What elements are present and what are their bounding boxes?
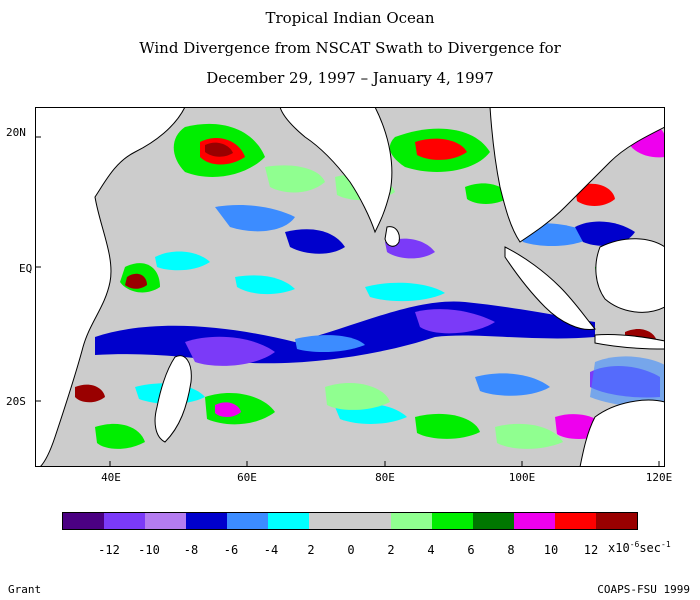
sri-lanka-land [384, 226, 400, 247]
colorbar-label: -6 [223, 543, 239, 557]
colorbar-label: 6 [467, 543, 475, 557]
colorbar-label: -8 [183, 543, 199, 557]
lon-label-120e: 120E [645, 471, 673, 484]
land-masses [35, 107, 665, 467]
colorbar-swatch [104, 513, 145, 529]
southeast-asia-land [489, 107, 665, 243]
colorbar [62, 512, 638, 530]
lon-label-60e: 60E [237, 471, 257, 484]
colorbar-label: 8 [507, 543, 515, 557]
australia-land [579, 399, 665, 467]
colorbar-swatch [555, 513, 596, 529]
borneo-land [595, 238, 665, 313]
author-credit: Grant [8, 583, 42, 596]
title-line-2: Wind Divergence from NSCAT Swath to Dive… [139, 39, 561, 57]
convergence-patches [75, 123, 665, 449]
institution-credit: COAPS-FSU 1999 [597, 583, 690, 596]
colorbar-swatch [186, 513, 227, 529]
lat-label-20n: 20N [6, 126, 26, 139]
colorbar-units: x10-6sec-1 [608, 540, 671, 555]
colorbar-label: -10 [138, 543, 160, 557]
colorbar-swatch [473, 513, 514, 529]
colorbar-label: 10 [543, 543, 559, 557]
colorbar-swatch [391, 513, 432, 529]
colorbar-swatch [309, 513, 350, 529]
java-land [594, 333, 665, 350]
colorbar-swatch [432, 513, 473, 529]
india-land [279, 107, 393, 234]
madagascar-land [154, 355, 192, 443]
title-line-3: December 29, 1997 – January 4, 1997 [206, 69, 494, 87]
sumatra-land [504, 246, 596, 331]
colorbar-label: 4 [427, 543, 435, 557]
colorbar-swatch [227, 513, 268, 529]
colorbar-label: 12 [583, 543, 599, 557]
lon-label-80e: 80E [375, 471, 395, 484]
colorbar-swatch [596, 513, 637, 529]
colorbar-swatch [63, 513, 104, 529]
colorbar-swatch [514, 513, 555, 529]
lon-label-40e: 40E [101, 471, 121, 484]
colorbar-label: 2 [387, 543, 395, 557]
colorbar-label: -4 [263, 543, 279, 557]
lon-label-100e: 100E [508, 471, 536, 484]
colorbar-label: 2 [307, 543, 315, 557]
africa-arabia-land [35, 107, 186, 467]
colorbar-swatch [268, 513, 309, 529]
lat-label-eq: EQ [19, 262, 33, 275]
divergence-patches [95, 205, 665, 424]
lat-label-20s: 20S [6, 395, 26, 408]
colorbar-label: -12 [98, 543, 120, 557]
colorbar-swatch [350, 513, 391, 529]
title-line-1: Tropical Indian Ocean [265, 9, 435, 27]
divergence-map [35, 107, 665, 467]
colorbar-label: 0 [347, 543, 355, 557]
colorbar-swatch [145, 513, 186, 529]
